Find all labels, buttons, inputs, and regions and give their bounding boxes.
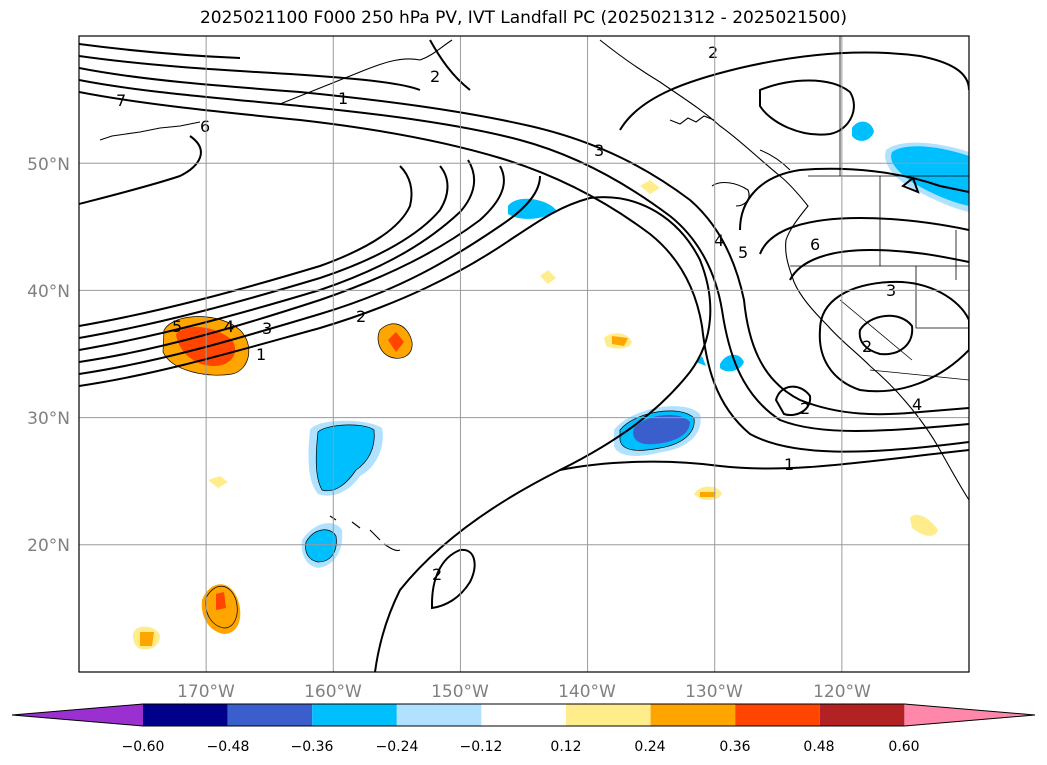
colorbar: −0.60 −0.48 −0.36 −0.24 −0.12 0.12 0.24 … [11, 703, 1036, 755]
contour-label: 2 [430, 67, 440, 86]
colorbar-tick-label: 0.36 [719, 739, 750, 755]
contour-label: 2 [432, 565, 442, 584]
contour-label: 6 [200, 117, 210, 136]
latitude-labels: 20°N 30°N 40°N 50°N [27, 155, 70, 556]
colorbar-cell [12, 704, 143, 726]
colorbar-cell [566, 704, 651, 726]
pv-positive-anomaly [201, 584, 241, 634]
contour-label: 2 [356, 307, 366, 326]
lat-label: 40°N [27, 282, 70, 302]
contour-label: 2 [862, 337, 872, 356]
contour-label: 4 [224, 317, 234, 336]
colorbar-cell [735, 704, 820, 726]
colorbar-tick-label: −0.36 [291, 739, 334, 755]
contour-label: 2 [800, 399, 810, 418]
pv-positive-anomaly [700, 492, 716, 497]
lon-label: 170°W [177, 682, 235, 702]
colorbar-ticks: −0.60 −0.48 −0.36 −0.24 −0.12 0.12 0.24 … [122, 739, 920, 755]
colorbar-cell [227, 704, 313, 726]
contour-label: 5 [738, 243, 748, 262]
contour-label: 7 [116, 91, 126, 110]
contour-label: 6 [810, 235, 820, 254]
colorbar-cell [904, 704, 1035, 726]
lon-label: 140°W [558, 682, 616, 702]
lon-label: 120°W [813, 682, 871, 702]
colorbar-tick-label: 0.24 [634, 739, 665, 755]
pv-weak-positive-anomaly [640, 180, 660, 194]
lat-label: 30°N [27, 409, 70, 429]
colorbar-tick-label: 0.48 [803, 739, 834, 755]
contour-label: 1 [256, 345, 266, 364]
contour-label: 3 [594, 141, 604, 160]
contour-label: 1 [338, 89, 348, 108]
colorbar-tick-label: 0.12 [550, 739, 581, 755]
contour-label: 2 [708, 43, 718, 62]
contour-label: 3 [262, 319, 272, 338]
negative-anomaly-regions [301, 121, 969, 568]
lat-label: 20°N [27, 536, 70, 556]
colorbar-cells [11, 703, 1036, 727]
colorbar-cell [312, 704, 397, 726]
pv-positive-anomaly [140, 632, 154, 646]
lon-label: 150°W [431, 682, 489, 702]
map-frame [78, 35, 970, 673]
pv-strong-positive-anomaly [388, 332, 404, 352]
lat-label: 50°N [27, 155, 70, 175]
pv-weak-positive-anomaly [208, 476, 228, 488]
colorbar-tick-label: −0.48 [207, 739, 250, 755]
pv-weak-positive-anomaly [540, 270, 556, 284]
pv-contours [79, 39, 969, 672]
colorbar-cell [143, 704, 228, 726]
colorbar-tick-label: −0.24 [376, 739, 419, 755]
pv-negative-anomaly [508, 198, 556, 219]
pv-weak-positive-anomaly [910, 514, 938, 536]
pv-positive-anomaly [612, 336, 628, 346]
contour-label: 5 [172, 317, 182, 336]
gridlines [79, 36, 969, 672]
pv-negative-anomaly [852, 121, 874, 141]
colorbar-cell [650, 704, 736, 726]
contour-label: 4 [714, 231, 724, 250]
colorbar-tick-label: 0.60 [888, 739, 919, 755]
pv-negative-anomaly [305, 529, 337, 562]
colorbar-cell [481, 704, 566, 726]
pv-strong-positive-anomaly [216, 592, 226, 610]
pv-negative-anomaly [316, 424, 375, 491]
contour-label: 1 [784, 455, 794, 474]
longitude-labels: 170°W 160°W 150°W 140°W 130°W 120°W [177, 682, 871, 702]
pv-strong-negative-anomaly [633, 414, 690, 445]
colorbar-cell [396, 704, 482, 726]
pv-negative-anomaly [696, 356, 706, 366]
lon-label: 130°W [685, 682, 743, 702]
colorbar-cell [819, 704, 905, 726]
contour-label: 4 [912, 395, 922, 414]
colorbar-tick-label: −0.60 [122, 739, 165, 755]
lon-label: 160°W [304, 682, 362, 702]
map-title: 2025021100 F000 250 hPa PV, IVT Landfall… [199, 8, 847, 28]
colorbar-outline [11, 703, 1036, 727]
colorbar-tick-label: −0.12 [460, 739, 503, 755]
map-area: 7 6 5 4 3 2 1 2 1 2 3 4 5 6 3 2 2 4 1 2 [79, 36, 969, 672]
